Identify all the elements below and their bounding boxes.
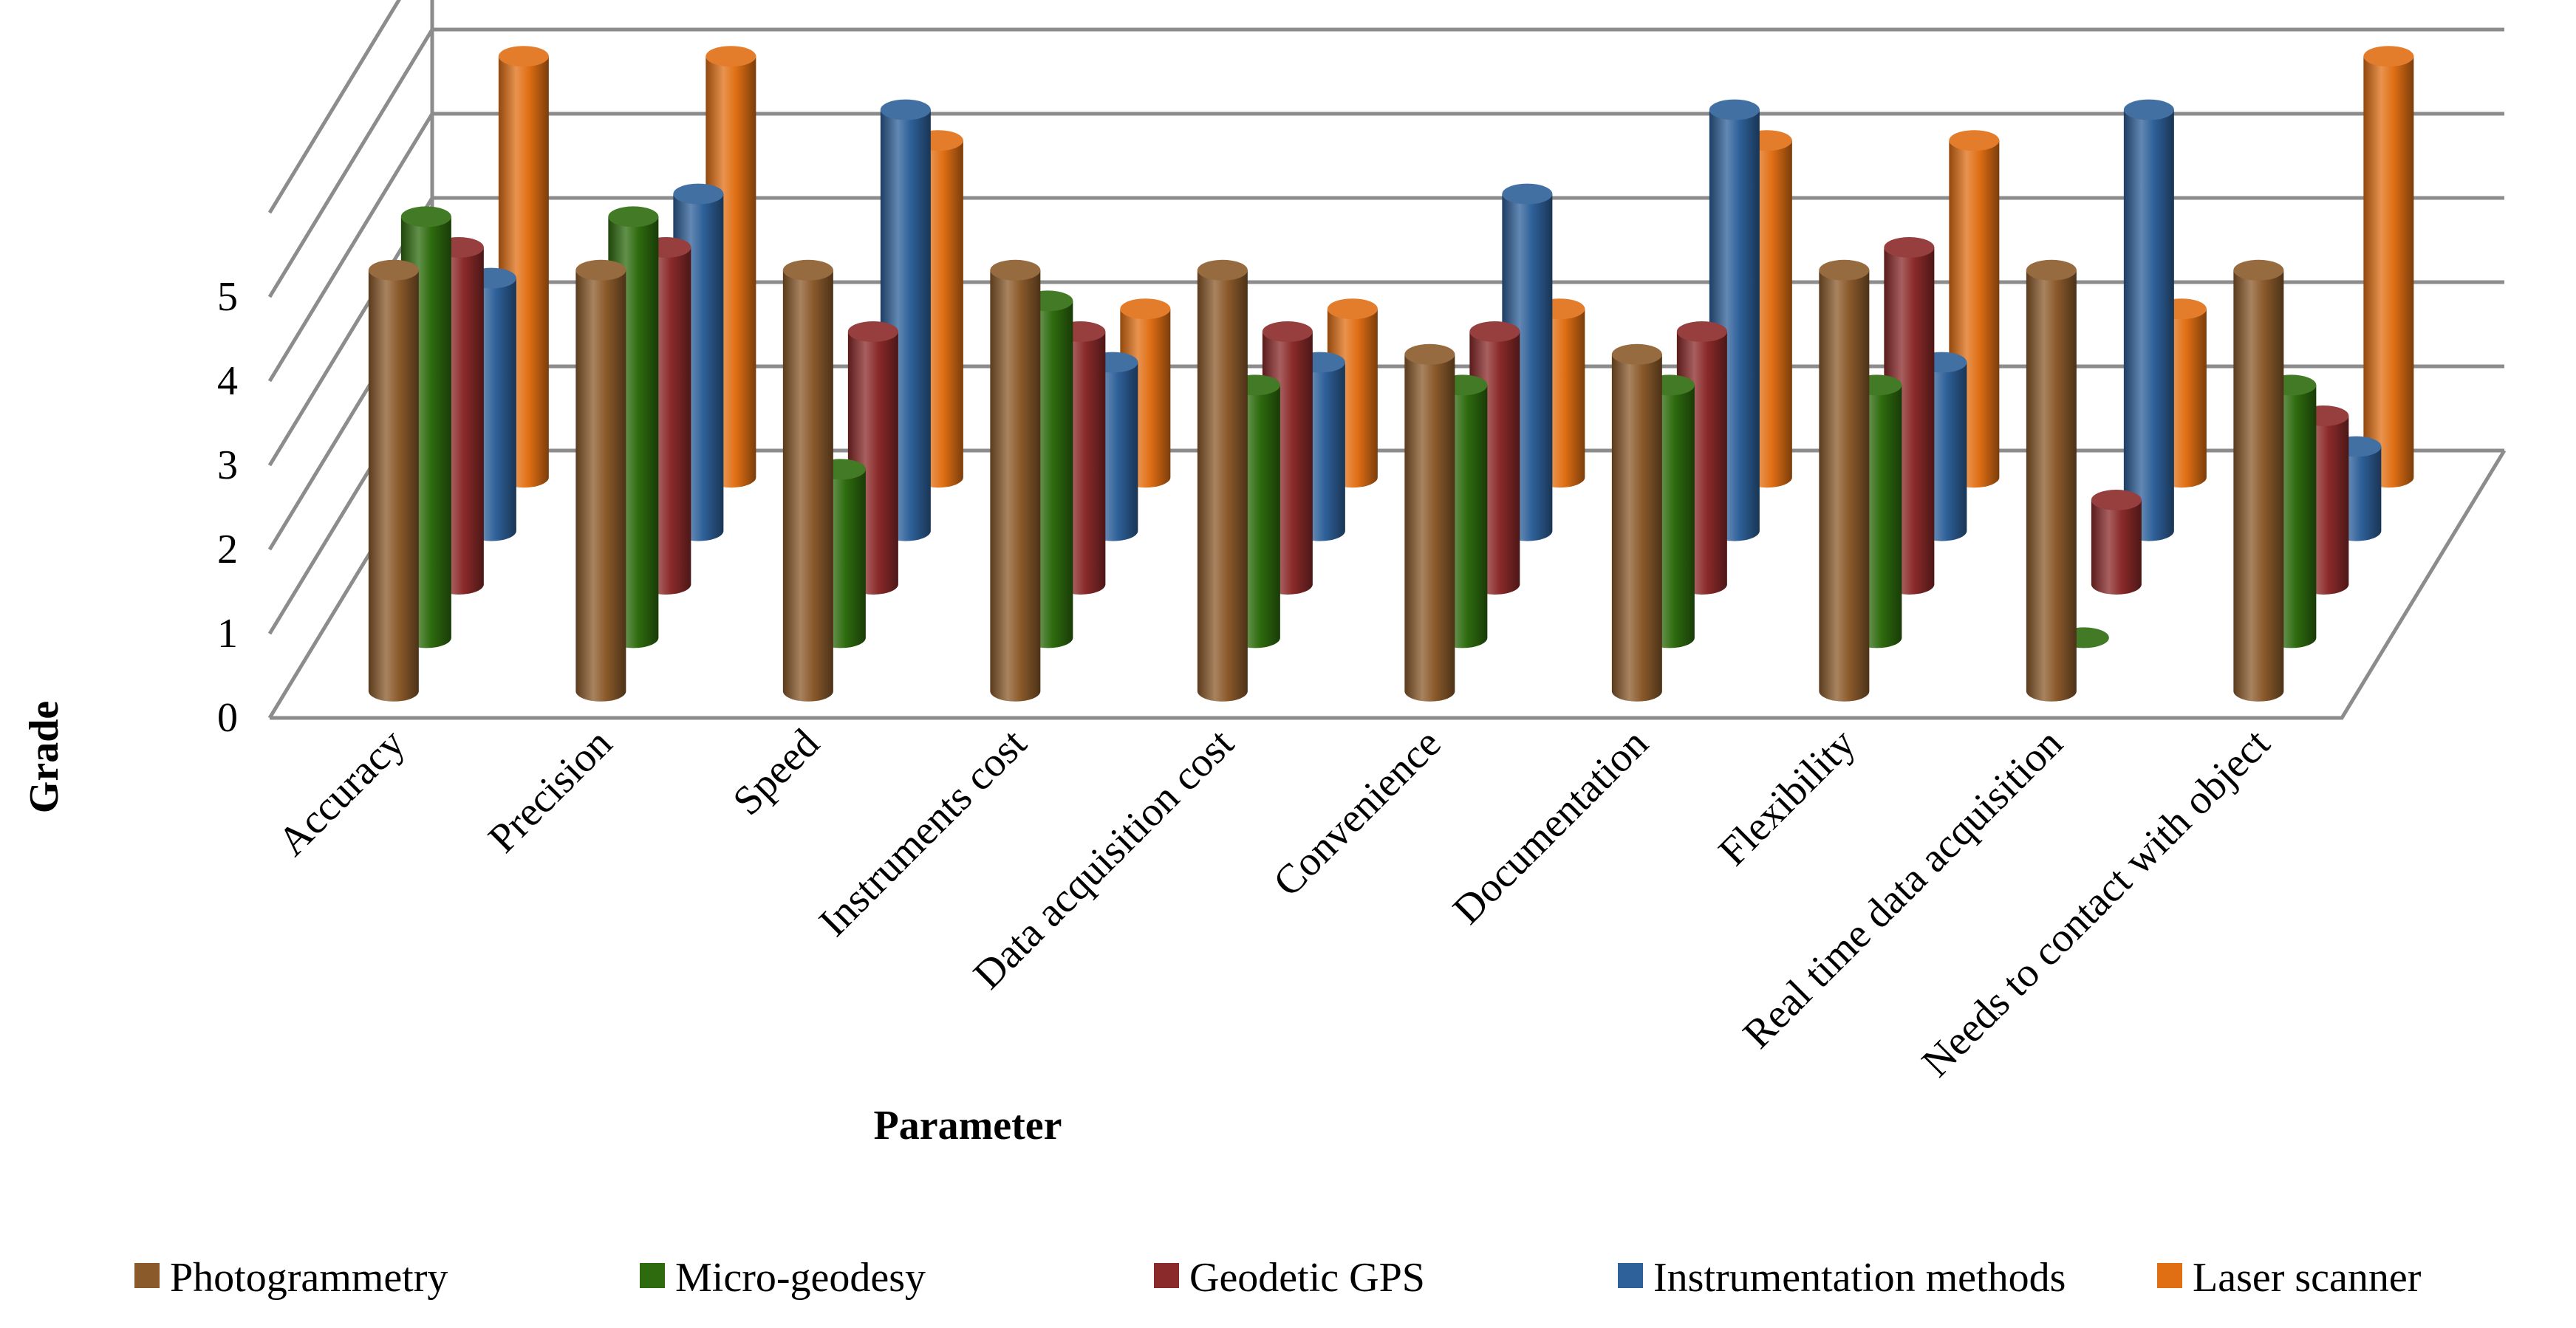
bar-geodetic-gps-flexibility-top [1884,237,1935,258]
bar-instrumentation-methods-convenience-top [1502,183,1553,205]
bar-photogrammetry-real-time-data-acquisition-body [2026,270,2077,702]
bar-geodetic-gps-real-time-data-acquisition [2091,490,2142,595]
legend-swatch [134,1263,160,1288]
legend-label: Micro-geodesy [675,1255,926,1301]
bar-instrumentation-methods-real-time-data-acquisition [2123,99,2174,541]
bar-micro-geodesy-precision-top [608,206,659,227]
legend-label: Photogrammetry [170,1255,448,1301]
bar-instrumentation-methods-precision-top [673,183,724,205]
bar-laser-scanner-data-acquisition-cost-top [1327,298,1378,320]
bar-geodetic-gps-real-time-data-acquisition-top [2091,490,2142,510]
bar-photogrammetry-accuracy-top [368,259,419,281]
bar-photogrammetry-convenience [1404,343,1455,702]
bar-photogrammetry-documentation-body [1611,354,1662,702]
bar-laser-scanner-instruments-cost-top [1120,298,1171,320]
bar-photogrammetry-documentation [1611,343,1662,702]
bar-photogrammetry-documentation-top [1611,343,1662,365]
bar-micro-geodesy-accuracy-top [400,206,451,227]
bar-photogrammetry-flexibility [1819,259,1870,702]
floor-edge [270,449,2507,720]
legend: Photogrammetry Micro-geodesy Geodetic GPS I… [134,1255,2422,1301]
bar-photogrammetry-data-acquisition-cost [1197,259,1248,702]
legend-label: Laser scanner [2193,1255,2422,1301]
legend-item-photogrammetry: Photogrammetry [134,1255,448,1301]
bar-photogrammetry-convenience-top [1404,343,1455,365]
y-axis-title: Grade [21,701,67,813]
bar-geodetic-gps-speed-top [847,321,898,342]
bar-photogrammetry-speed-body [782,270,833,702]
bar-photogrammetry-precision-body [575,270,626,702]
y-tick-label: 2 [217,527,238,572]
bar-photogrammetry-real-time-data-acquisition [2026,259,2077,702]
legend-item-laser-scanner: Laser scanner [2157,1255,2422,1301]
x-tick-label-needs-to-contact-with-object: Needs to contact with object [1913,720,2279,1086]
bar-instrumentation-methods-real-time-data-acquisition-top [2123,99,2174,120]
bar-photogrammetry-flexibility-body [1819,270,1870,702]
legend-swatch [1618,1263,1643,1288]
legend-item-geodetic-gps: Geodetic GPS [1154,1255,1425,1301]
x-tick-label-accuracy: Accuracy [270,720,414,865]
bar-photogrammetry-real-time-data-acquisition-top [2026,259,2077,281]
y-axis-ticks: 0 1 2 3 4 5 [217,274,238,741]
bar-photogrammetry-instruments-cost [990,259,1041,702]
y-tick-label: 1 [217,611,238,657]
legend-swatch [640,1263,665,1288]
bar-photogrammetry-instruments-cost-top [990,259,1041,281]
x-tick-label-precision: Precision [479,720,621,861]
bar-photogrammetry-accuracy-body [368,270,419,702]
legend-item-instrumentation-methods: Instrumentation methods [1618,1255,2066,1301]
x-tick-label-flexibility: Flexibility [1710,720,1865,875]
bar-photogrammetry-precision [575,259,626,702]
y-tick-label: 3 [217,442,238,488]
bar-photogrammetry-convenience-body [1404,354,1455,702]
bar-photogrammetry-precision-top [575,259,626,281]
bar-photogrammetry-speed [782,259,833,702]
bar-laser-scanner-flexibility-top [1949,130,2000,151]
bar-photogrammetry-needs-to-contact-with-object-top [2233,259,2284,281]
y-tick-label: 5 [217,274,238,320]
legend-swatch [2157,1263,2182,1288]
legend-label: Geodetic GPS [1189,1255,1425,1301]
x-axis-title: Parameter [874,1103,1062,1149]
bar-photogrammetry-accuracy [368,259,419,702]
x-tick-label-documentation: Documentation [1444,720,1657,933]
bar-geodetic-gps-data-acquisition-cost-top [1262,321,1313,342]
x-tick-label-speed: Speed [724,720,828,824]
bar-laser-scanner-needs-to-contact-with-object [2363,46,2414,488]
bar-geodetic-gps-convenience-top [1469,321,1520,342]
gridline [267,0,401,214]
bar-instrumentation-methods-real-time-data-acquisition-body [2123,109,2174,541]
bar-photogrammetry-flexibility-top [1819,259,1870,281]
bar-instrumentation-methods-documentation-top [1709,99,1760,120]
bar-laser-scanner-accuracy-top [498,46,549,67]
bar-laser-scanner-needs-to-contact-with-object-body [2363,56,2414,488]
bar-geodetic-gps-real-time-data-acquisition-body [2091,500,2142,595]
bar-photogrammetry-needs-to-contact-with-object-body [2233,270,2284,702]
bar-laser-scanner-precision-top [706,46,756,67]
x-tick-label-instruments-cost: Instruments cost [810,720,1036,945]
chart-bars [368,46,2414,702]
bar-photogrammetry-data-acquisition-cost-body [1197,270,1248,702]
y-tick-label: 0 [217,695,238,741]
bar-photogrammetry-data-acquisition-cost-top [1197,259,1248,281]
bar-photogrammetry-instruments-cost-body [990,270,1041,702]
bar-photogrammetry-speed-top [782,259,833,281]
bar-laser-scanner-needs-to-contact-with-object-top [2363,46,2414,67]
bar-geodetic-gps-documentation-top [1676,321,1727,342]
y-tick-label: 4 [217,358,238,404]
legend-item-micro-geodesy: Micro-geodesy [640,1255,926,1301]
bar-photogrammetry-needs-to-contact-with-object [2233,259,2284,702]
legend-label: Instrumentation methods [1653,1255,2066,1301]
bar-instrumentation-methods-speed-top [880,99,931,120]
x-tick-label-convenience: Convenience [1265,720,1450,906]
legend-swatch [1154,1263,1179,1288]
